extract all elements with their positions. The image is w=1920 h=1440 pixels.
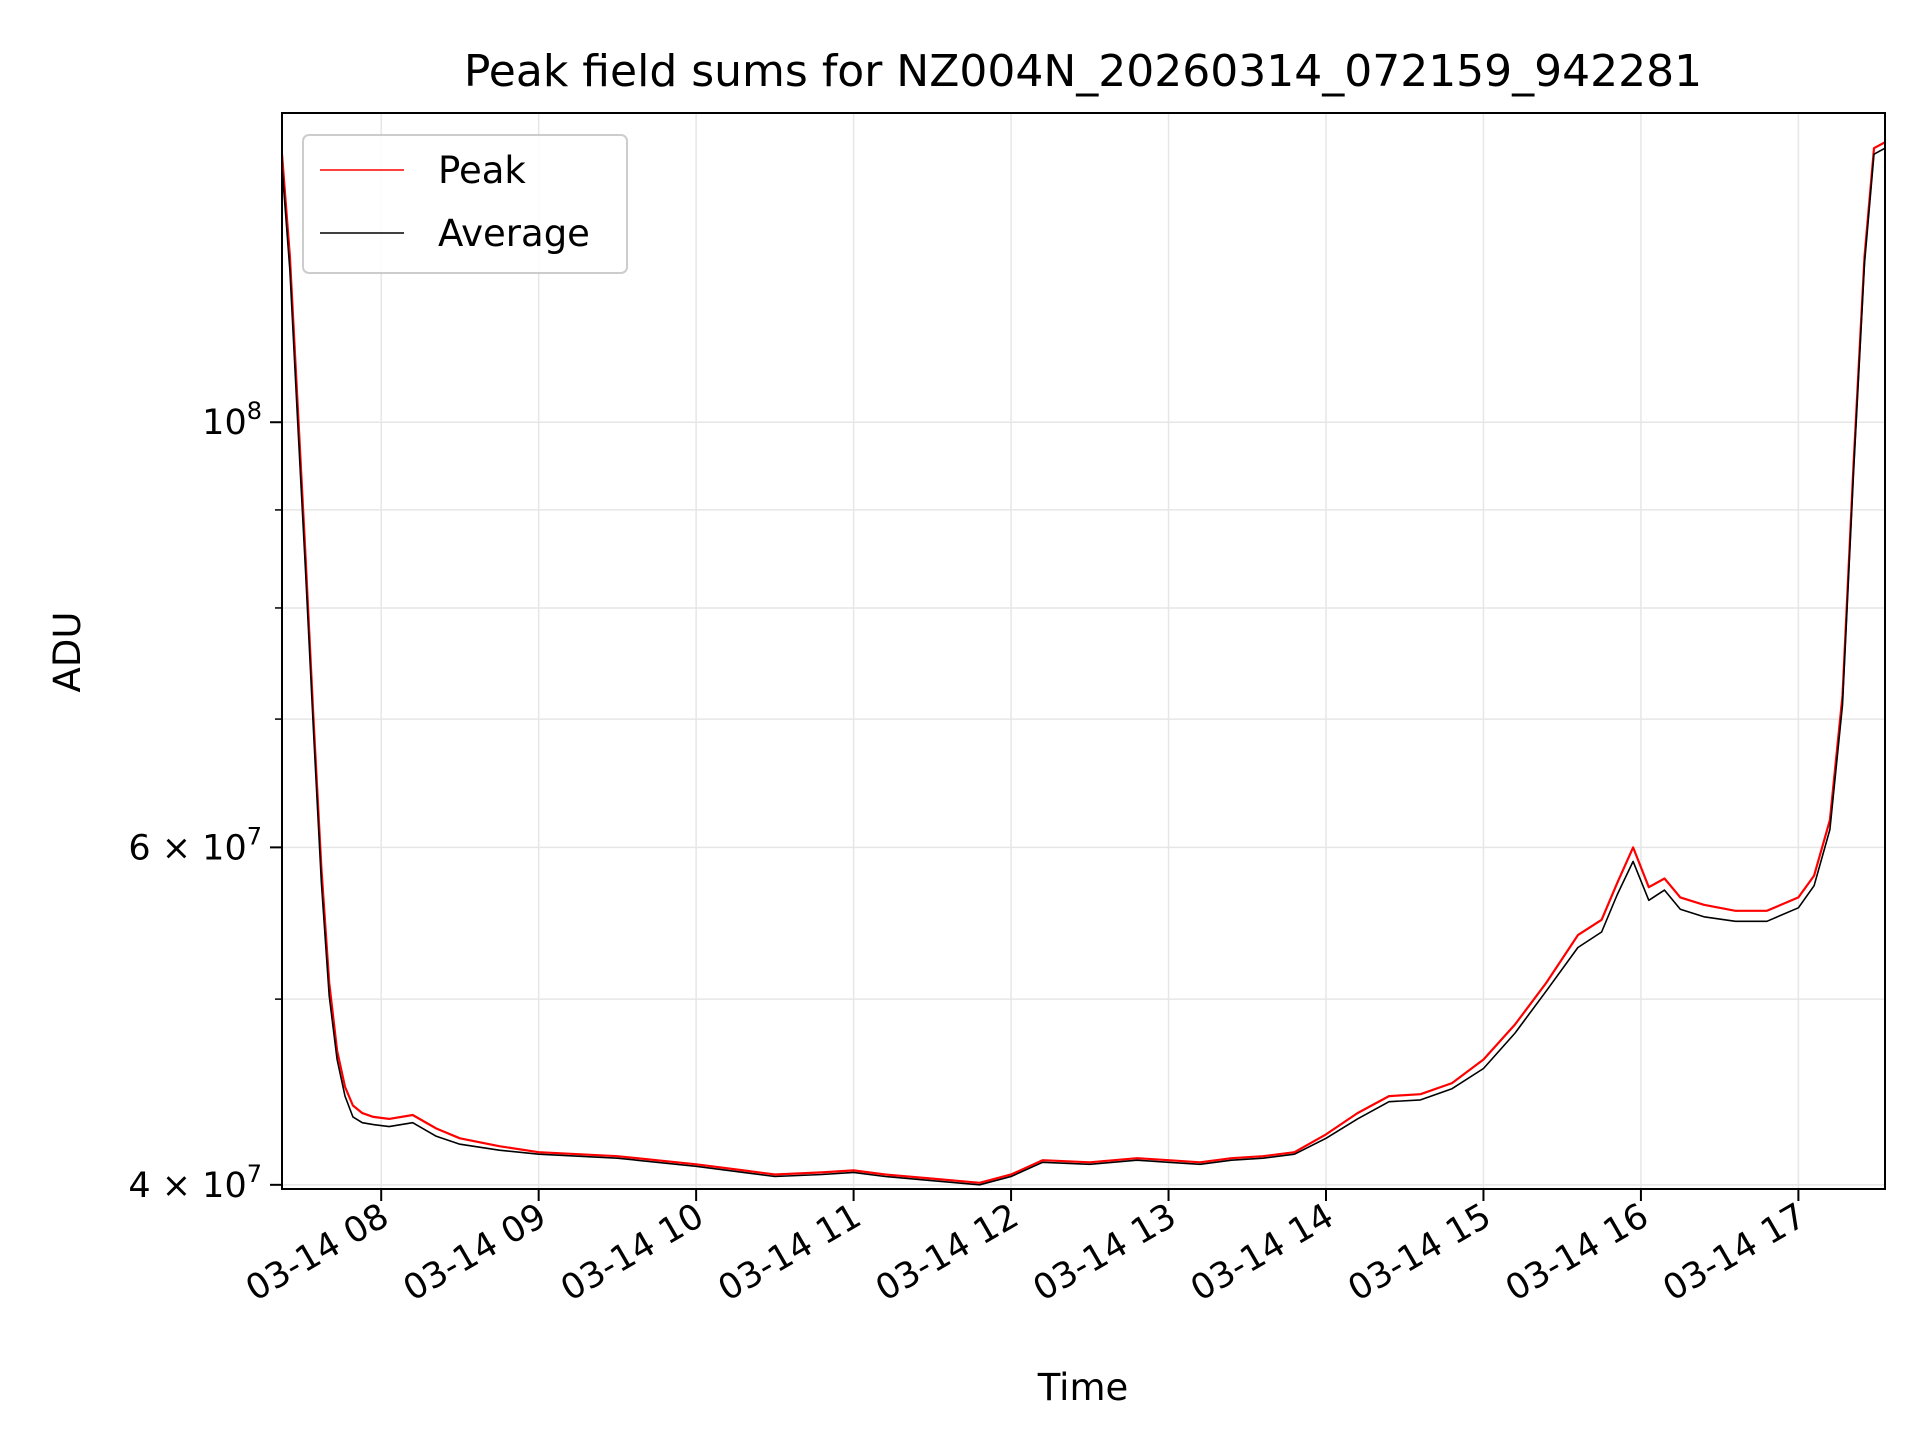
series-layer xyxy=(282,141,1885,1186)
grid xyxy=(282,113,1885,1189)
series-line-average xyxy=(282,147,1885,1186)
chart-title: Peak field sums for NZ004N_20260314_0721… xyxy=(464,46,1702,97)
legend-peak-label: Peak xyxy=(438,149,526,192)
series-line-peak xyxy=(282,141,1885,1184)
y-tick-label: 4 × 107 xyxy=(128,1160,262,1206)
plot-frame xyxy=(281,112,1886,1190)
x-axis-label: Time xyxy=(1037,1366,1129,1409)
y-tick-label: 6 × 107 xyxy=(128,822,262,868)
legend-average-label: Average xyxy=(438,212,590,255)
y-tick-label: 108 xyxy=(202,397,262,443)
y-axis-label: ADU xyxy=(46,612,89,693)
legend: Peak Average xyxy=(302,134,628,274)
